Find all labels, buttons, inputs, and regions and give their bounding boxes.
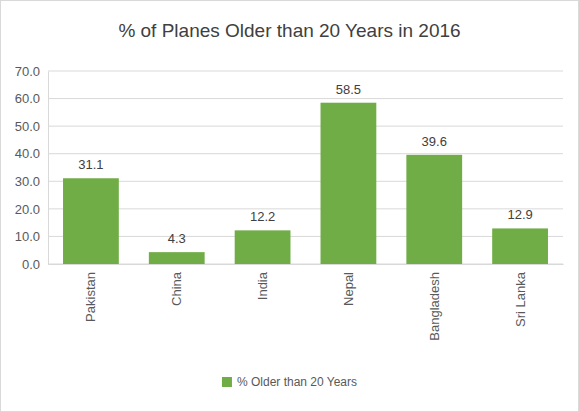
y-tick: 20.0 [15, 202, 48, 217]
data-label: 39.6 [422, 134, 447, 149]
data-label: 12.2 [250, 209, 275, 224]
data-label: 58.5 [336, 82, 361, 97]
legend-label: % Older than 20 Years [237, 375, 357, 389]
y-tick-label: 50.0 [15, 119, 40, 134]
chart: % of Planes Older than 20 Years in 2016 0… [0, 0, 579, 412]
legend: % Older than 20 Years [222, 375, 357, 389]
x-tick-label: China [169, 271, 184, 306]
legend-swatch [222, 377, 232, 387]
x-axis-line [49, 264, 564, 265]
y-tick-label: 0.0 [22, 257, 40, 272]
grid-line [48, 98, 563, 99]
grid-line [48, 236, 563, 237]
grid-line [48, 153, 563, 154]
x-tick: Pakistan [83, 264, 98, 322]
y-tick: 40.0 [15, 146, 48, 161]
title: % of Planes Older than 20 Years in 2016 [118, 20, 460, 41]
grid-line [48, 71, 563, 72]
y-tick-label: 30.0 [15, 174, 40, 189]
data-label: 31.1 [78, 157, 103, 172]
grid-line [48, 181, 563, 182]
plot: 0.0 10.0 20.0 30.0 40.0 50.0 60.0 70.0 Pakistan C… [15, 64, 564, 341]
y-tick-label: 20.0 [15, 202, 40, 217]
bar [63, 178, 119, 264]
grid-line [48, 126, 563, 127]
x-tick-label: India [255, 271, 270, 300]
y-tick: 10.0 [15, 229, 48, 244]
chart-border [1, 1, 579, 412]
y-tick: 70.0 [15, 64, 48, 79]
x-tick: Nepal [341, 264, 356, 306]
y-tick: 0.0 [22, 257, 48, 272]
data-labels: 31.1 4.3 12.2 58.5 39.6 12.9 [78, 82, 532, 246]
x-tick-label: Sri Lanka [513, 271, 528, 327]
y-tick-label: 10.0 [15, 229, 40, 244]
bars [63, 103, 548, 264]
grid-line [48, 208, 563, 209]
bar [149, 252, 205, 264]
y-tick: 50.0 [15, 119, 48, 134]
x-tick-label: Bangladesh [427, 272, 442, 341]
data-label: 12.9 [507, 207, 532, 222]
x-tick: Bangladesh [427, 264, 442, 341]
y-tick: 60.0 [15, 91, 48, 106]
y-tick-label: 40.0 [15, 146, 40, 161]
bar [321, 103, 377, 264]
x-tick: China [169, 264, 184, 306]
y-tick-label: 60.0 [15, 91, 40, 106]
x-tick-label: Pakistan [83, 272, 98, 322]
grid-line [48, 264, 563, 265]
bar [492, 228, 548, 264]
x-tick: Sri Lanka [513, 264, 528, 327]
y-axis-line [48, 72, 49, 265]
x-tick-label: Nepal [341, 272, 356, 306]
bar [406, 155, 462, 264]
grid [48, 71, 563, 264]
data-label: 4.3 [168, 231, 186, 246]
y-tick: 30.0 [15, 174, 48, 189]
y-tick-label: 70.0 [15, 64, 40, 79]
x-tick: India [255, 264, 270, 300]
x-axis: Pakistan China India Nepal Bangladesh Sri Lan… [49, 264, 564, 341]
y-axis: 0.0 10.0 20.0 30.0 40.0 50.0 60.0 70.0 [15, 64, 49, 272]
bar [235, 230, 291, 264]
